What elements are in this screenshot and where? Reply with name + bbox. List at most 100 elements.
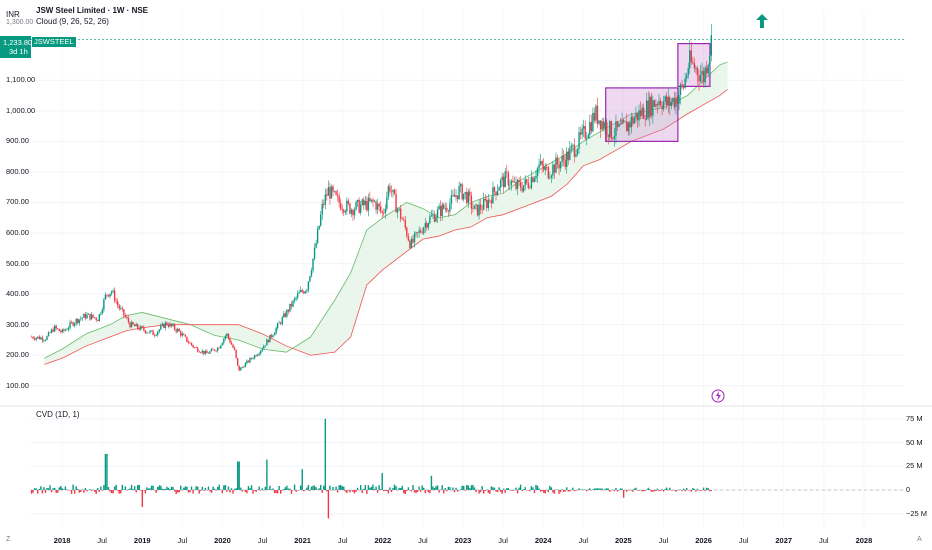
cvd-bar (290, 490, 293, 494)
cvd-bar (416, 490, 419, 493)
cvd-bar (381, 472, 383, 490)
cvd-bar (496, 490, 499, 493)
candle-body (396, 209, 399, 213)
cvd-bar (418, 486, 420, 490)
cvd-bar (260, 490, 262, 491)
candle-body (352, 209, 354, 216)
candle-body (84, 313, 87, 319)
candle-body (407, 236, 410, 241)
candle-body (606, 122, 608, 135)
cvd-bar (479, 490, 482, 493)
x-tick-label: 2023 (454, 536, 472, 545)
cvd-bar (64, 486, 67, 490)
candle-body (593, 112, 596, 121)
cvd-bar (536, 485, 539, 490)
cvd-bar (195, 486, 197, 490)
cvd-bar (53, 487, 56, 490)
candle-body (135, 324, 137, 327)
cvd-bar (469, 488, 471, 490)
candle-body (263, 345, 265, 349)
cvd-bar (383, 490, 385, 492)
cvd-bar (221, 490, 223, 494)
candle-body (669, 97, 671, 106)
candle-body (698, 75, 700, 82)
candle-body (240, 367, 242, 371)
candle-body (383, 212, 385, 214)
symbol-title[interactable]: JSW Steel Limited · 1W · NSE (36, 6, 149, 15)
cvd-bar (204, 487, 207, 490)
x-tick-label: Jul (97, 536, 107, 545)
candle-body (70, 322, 73, 323)
cvd-bar (604, 488, 606, 490)
candle-body (276, 323, 279, 329)
cvd-bar (349, 490, 351, 493)
cvd-legend[interactable]: CVD (1D, 1) (36, 410, 80, 419)
candle-body (582, 126, 585, 129)
cvd-bar (240, 487, 242, 490)
cvd-bar (656, 488, 659, 490)
cvd-bar (233, 488, 236, 490)
cvd-bar (218, 484, 220, 490)
cvd-bar (610, 490, 613, 491)
candle-body (566, 151, 568, 167)
candle-body (38, 336, 40, 340)
candle-body (40, 337, 42, 340)
candle-body (338, 196, 340, 204)
cvd-bar (269, 485, 271, 490)
candle-body (395, 194, 397, 213)
candle-body (50, 329, 53, 333)
cvd-bar (138, 484, 140, 490)
candle-body (478, 204, 480, 216)
cvd-bar (564, 490, 566, 492)
cvd-bar (467, 485, 470, 490)
cvd-bar (533, 490, 536, 494)
candle-body (679, 84, 682, 96)
cvd-bar (666, 487, 668, 490)
cvd-bar (435, 486, 437, 490)
cvd-bar (227, 486, 230, 490)
candle-body (427, 223, 430, 228)
cvd-bar (655, 490, 657, 492)
candle-body (375, 201, 377, 210)
cvd-bar (684, 490, 686, 492)
cvd-bar (490, 486, 493, 490)
y-tick-label: 400.00 (6, 289, 29, 299)
cvd-bar (335, 486, 337, 490)
cvd-bar (235, 488, 237, 490)
cvd-bar (619, 488, 622, 490)
cvd-bar (296, 490, 299, 491)
lightning-icon[interactable] (711, 389, 725, 403)
candle-body (675, 97, 677, 108)
candle-body (644, 118, 646, 120)
cvd-bar (430, 475, 433, 490)
cvd-bar (332, 487, 334, 490)
cvd-bar (695, 490, 697, 492)
candle-body (83, 313, 85, 318)
cvd-bar (356, 487, 359, 490)
cvd-bar (387, 490, 390, 494)
cvd-bar (590, 490, 593, 491)
cvd-bar (502, 488, 505, 490)
cvd-bar (629, 490, 631, 491)
candle-body (403, 219, 405, 221)
candle-body (504, 171, 506, 188)
cvd-bar (701, 490, 703, 491)
indicator-legend[interactable]: Cloud (9, 26, 52, 26) (36, 17, 109, 26)
candle-body (649, 96, 651, 118)
candle-body (667, 97, 669, 106)
cvd-bar (579, 489, 582, 491)
candle-body (473, 205, 476, 209)
candle-body (547, 167, 549, 179)
cvd-bar (601, 488, 603, 490)
candle-body (666, 96, 668, 106)
y-tick-label: 700.00 (6, 197, 29, 207)
candle-body (689, 50, 691, 69)
cvd-bar (150, 485, 153, 490)
candle-body (516, 180, 519, 189)
candle-body (284, 313, 287, 317)
candle-body (129, 322, 131, 328)
arrow-up-icon (756, 14, 768, 28)
cvd-bar (455, 487, 457, 490)
cvd-bar (367, 485, 370, 490)
